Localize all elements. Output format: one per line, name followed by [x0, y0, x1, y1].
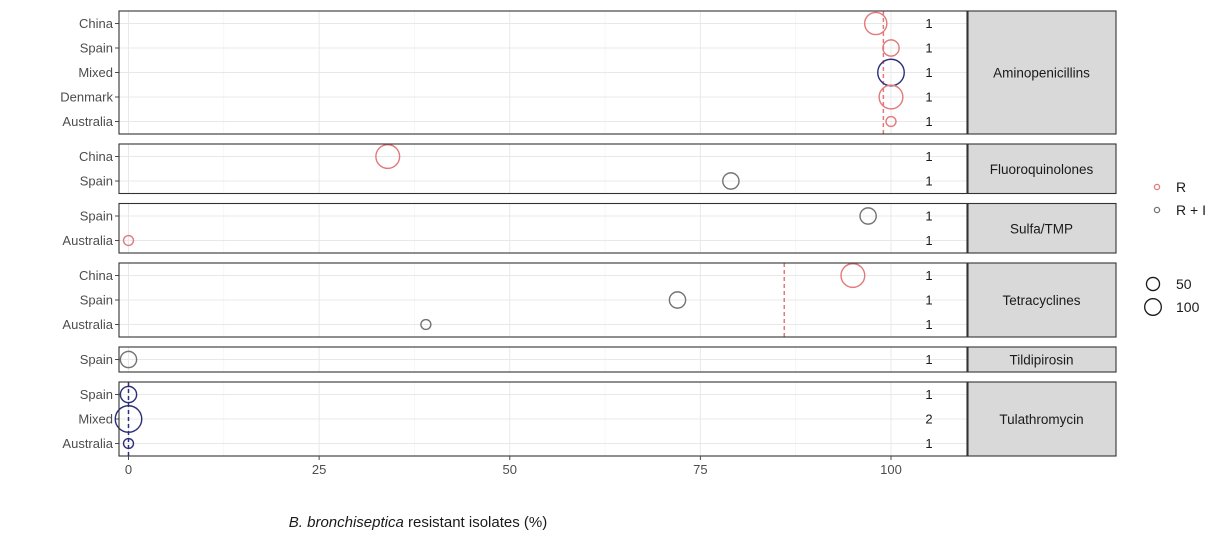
- panel-border: [118, 143, 968, 195]
- legend-label-r-i: R + I: [1176, 202, 1206, 218]
- study-count-label: 1: [925, 149, 932, 164]
- point-spain: [668, 291, 687, 309]
- study-count-label: 1: [925, 174, 932, 189]
- panel-border: [118, 346, 968, 373]
- panel-border: [118, 262, 968, 338]
- panel-tetracyclines: China 1 Spain 1 Australia 1 Tetracyclines: [62, 262, 1117, 338]
- y-tick-label-australia: Australia: [62, 233, 113, 248]
- x-axis-title: B. bronchiseptica resistant isolates (%): [289, 514, 547, 531]
- y-tick-label-australia: Australia: [62, 317, 113, 332]
- y-tick-label-spain: Spain: [80, 209, 113, 224]
- study-count-label: 2: [925, 412, 932, 427]
- x-tick-label: 100: [880, 462, 902, 477]
- study-count-label: 1: [925, 65, 932, 80]
- study-count-label: 1: [925, 317, 932, 332]
- facet-strip: [967, 202, 1117, 254]
- study-count-label: 1: [925, 114, 932, 129]
- facet-strip: [967, 262, 1117, 338]
- y-tick-label-spain: Spain: [80, 387, 113, 402]
- panel-tildipirosin: Spain 1 Tildipirosin: [80, 346, 1117, 373]
- point-spain: [859, 207, 877, 225]
- y-tick-label-denmark: Denmark: [60, 90, 113, 105]
- y-tick-label-australia: Australia: [62, 114, 113, 129]
- panel-fluoroquinolones: China 1 Spain 1 Fluoroquinolones: [79, 143, 1117, 195]
- point-australia: [420, 318, 432, 331]
- y-tick-label-australia: Australia: [62, 436, 113, 451]
- facet-strip-label-tildipirosin: Tildipirosin: [1009, 353, 1073, 368]
- legend-size-label: 50: [1176, 276, 1192, 292]
- panel-aminopenicillins: China 1 Spain 1 Mixed 1 Denmark 1 Australia 1 Amin…: [60, 10, 1117, 135]
- legend: R R + I 50 100: [1144, 179, 1206, 316]
- point-china: [840, 262, 866, 289]
- y-tick-label-spain: Spain: [80, 174, 113, 189]
- facet-strip-label-fluoroquinolones: Fluoroquinolones: [990, 162, 1094, 177]
- panel-background: [119, 144, 967, 194]
- study-count-label: 1: [925, 41, 932, 56]
- study-count-label: 1: [925, 16, 932, 31]
- facet-strip-label-tetracyclines: Tetracyclines: [1002, 293, 1080, 308]
- facet-strip-label-sulfa-tmp: Sulfa/TMP: [1010, 221, 1073, 236]
- legend-size-label: 100: [1176, 299, 1200, 315]
- legend-size-key: [1144, 298, 1162, 316]
- y-tick-label-mixed: Mixed: [78, 65, 113, 80]
- x-axis-title-italic: B. bronchiseptica: [289, 514, 404, 531]
- legend-label-r: R: [1176, 179, 1186, 195]
- study-count-label: 1: [925, 293, 932, 308]
- point-australia: [122, 234, 135, 247]
- panel-border: [118, 381, 968, 457]
- facet-strip: [967, 143, 1117, 195]
- study-count-label: 1: [925, 387, 932, 402]
- x-tick-label: 25: [312, 462, 326, 477]
- y-tick-label-china: China: [79, 16, 114, 31]
- point-australia: [122, 437, 135, 450]
- panels-layer: China 1 Spain 1 Mixed 1 Denmark 1 Australia 1 Amin…: [60, 10, 1117, 457]
- panel-border: [118, 10, 968, 135]
- y-tick-label-spain: Spain: [80, 352, 113, 367]
- panel-tulathromycin: Spain 1 Mixed 2 Australia 1 Tulathromycin: [62, 381, 1117, 457]
- point-denmark: [878, 84, 904, 110]
- facet-strip-label-tulathromycin: Tulathromycin: [999, 412, 1083, 427]
- panel-sulfa-tmp: Spain 1 Australia 1 Sulfa/TMP: [62, 202, 1117, 254]
- study-count-label: 1: [925, 436, 932, 451]
- facet-strip: [967, 10, 1117, 135]
- point-spain: [882, 39, 900, 57]
- study-count-label: 1: [925, 209, 932, 224]
- point-spain: [722, 172, 740, 190]
- x-tick-label: 0: [125, 462, 132, 477]
- y-tick-label-china: China: [79, 149, 114, 164]
- legend-key-r: [1153, 183, 1161, 191]
- y-tick-label-spain: Spain: [80, 41, 113, 56]
- x-axis: 0 25 50 75 100: [125, 456, 902, 477]
- study-count-label: 1: [925, 268, 932, 283]
- study-count-label: 1: [925, 233, 932, 248]
- point-australia: [885, 115, 897, 128]
- point-spain: [119, 385, 138, 404]
- panel-border: [118, 202, 968, 254]
- point-china: [375, 143, 401, 170]
- facet-strip: [967, 381, 1117, 457]
- point-china: [863, 11, 888, 36]
- x-tick-label: 50: [503, 462, 517, 477]
- study-count-label: 1: [925, 90, 932, 105]
- y-tick-label-spain: Spain: [80, 293, 113, 308]
- facet-strip-label-aminopenicillins: Aminopenicillins: [993, 66, 1090, 81]
- point-mixed: [114, 405, 143, 433]
- y-tick-label-mixed: Mixed: [78, 412, 113, 427]
- legend-size-key: [1145, 276, 1161, 292]
- y-tick-label-china: China: [79, 268, 114, 283]
- legend-key-r-i: [1153, 206, 1161, 214]
- point-spain: [119, 350, 138, 369]
- x-tick-label: 75: [693, 462, 707, 477]
- facet-strip: [967, 346, 1117, 373]
- panel-background: [119, 203, 967, 253]
- study-count-label: 1: [925, 352, 932, 367]
- x-axis-title-rest: resistant isolates (%): [404, 514, 547, 531]
